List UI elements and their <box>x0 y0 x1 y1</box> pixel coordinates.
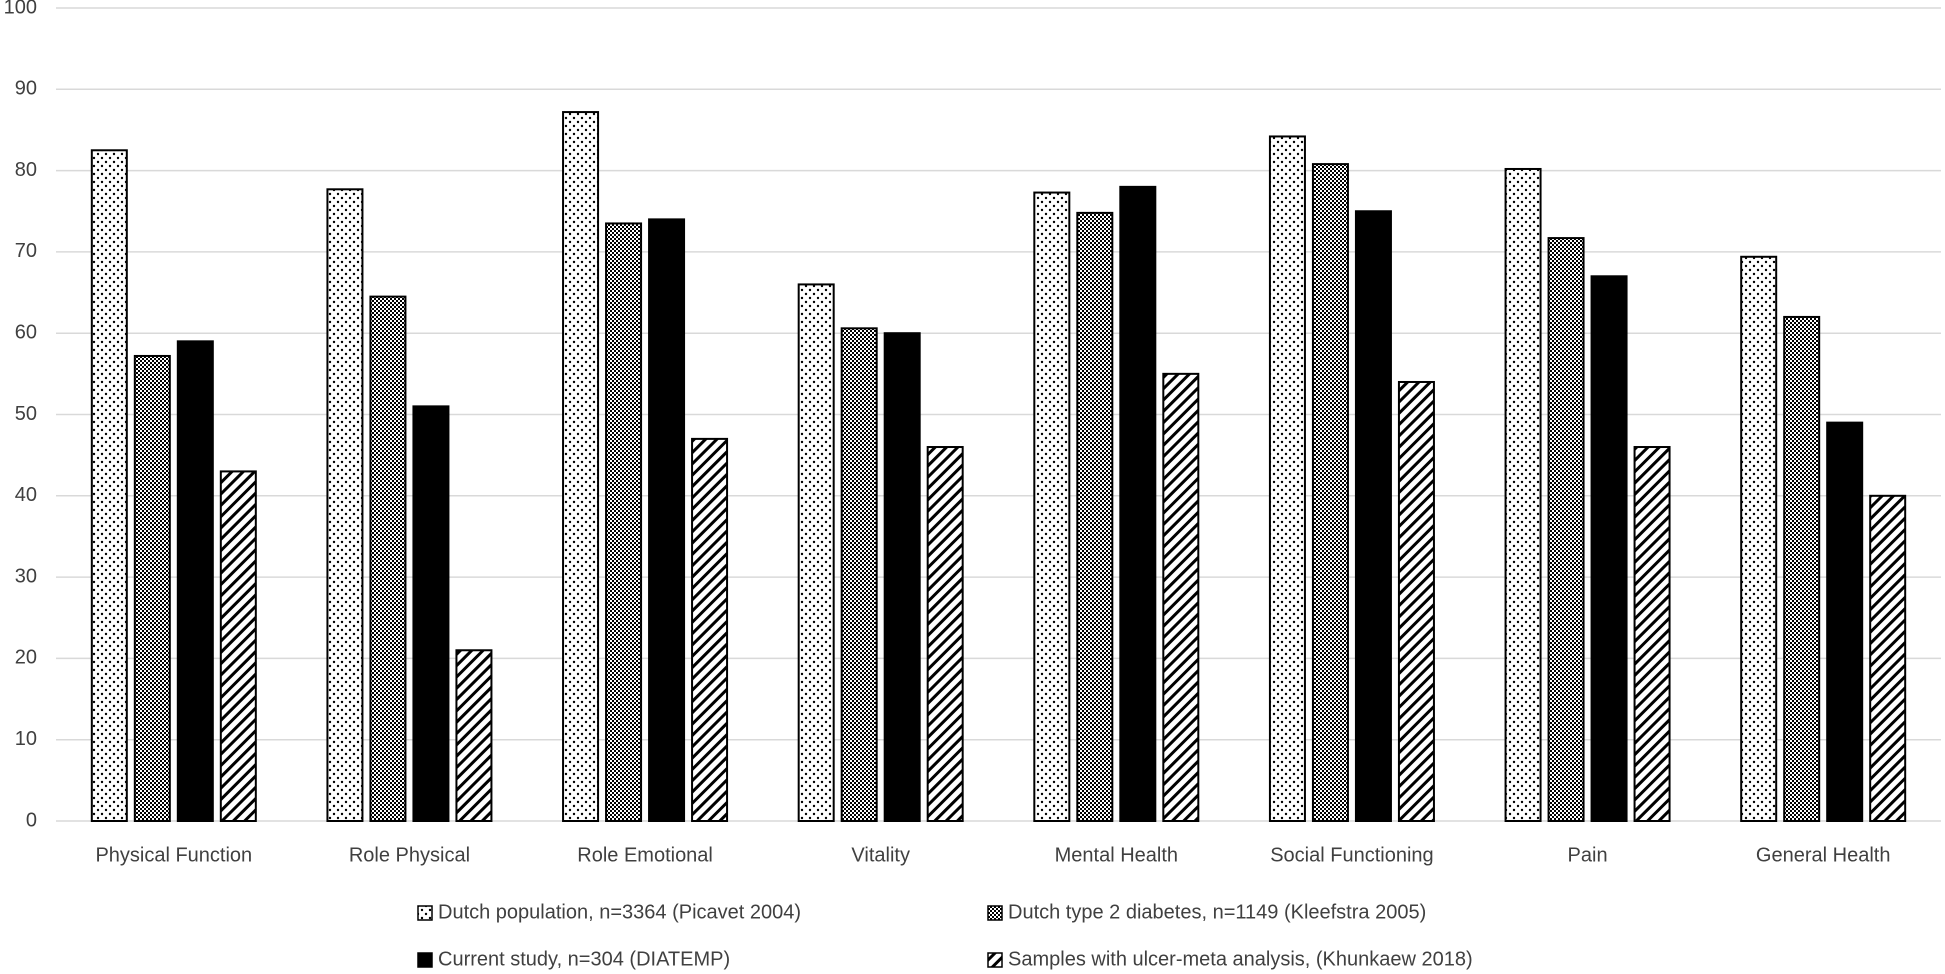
legend-label: Dutch population, n=3364 (Picavet 2004) <box>438 901 801 923</box>
y-tick-label: 80 <box>15 159 37 181</box>
bar <box>1076 211 1114 823</box>
y-tick-label: 90 <box>15 78 37 100</box>
legend-swatch <box>417 905 433 921</box>
legend-swatch <box>987 905 1003 921</box>
bar <box>797 283 835 823</box>
bar <box>1590 275 1628 823</box>
y-tick-label: 0 <box>26 809 37 831</box>
y-tick-label: 20 <box>15 647 37 669</box>
x-tick-label: General Health <box>1756 844 1891 866</box>
bar <box>1869 494 1907 822</box>
y-tick-label: 30 <box>15 565 37 587</box>
bar <box>326 188 364 822</box>
bar <box>648 218 686 822</box>
y-tick-label: 40 <box>15 484 37 506</box>
bar <box>455 649 493 823</box>
x-tick-label: Pain <box>1568 844 1608 866</box>
bar <box>412 405 450 822</box>
bar <box>1633 446 1671 822</box>
bar <box>605 222 643 822</box>
bar <box>1547 237 1585 823</box>
bar <box>562 111 600 822</box>
bar <box>1354 210 1392 822</box>
bar <box>133 354 171 822</box>
legend-swatch <box>987 952 1003 968</box>
x-tick-label: Role Physical <box>349 844 470 866</box>
bar <box>1826 421 1864 822</box>
x-tick-label: Social Functioning <box>1270 844 1433 866</box>
legend-swatch <box>417 952 433 968</box>
x-tick-label: Role Emotional <box>577 844 713 866</box>
x-tick-label: Physical Function <box>95 844 252 866</box>
bar <box>1397 380 1435 822</box>
bar <box>1162 372 1200 822</box>
x-tick-label: Mental Health <box>1055 844 1178 866</box>
y-tick-label: 70 <box>15 240 37 262</box>
bar <box>840 327 878 822</box>
legend-label: Current study, n=304 (DIATEMP) <box>438 948 730 970</box>
legend-label: Samples with ulcer-meta analysis, (Khunk… <box>1008 948 1473 970</box>
y-tick-label: 10 <box>15 728 37 750</box>
bar <box>369 295 407 822</box>
bar <box>1783 315 1821 822</box>
bar <box>176 340 214 822</box>
bar <box>1311 163 1349 822</box>
x-tick-label: Vitality <box>851 844 910 866</box>
bar <box>219 470 257 822</box>
bar <box>90 149 128 822</box>
bar <box>1740 255 1778 822</box>
bar <box>926 446 964 822</box>
bar <box>883 332 921 822</box>
legend-label: Dutch type 2 diabetes, n=1149 (Kleefstra… <box>1008 901 1426 923</box>
bar <box>1268 135 1306 823</box>
y-tick-label: 50 <box>15 403 37 425</box>
bar <box>1504 167 1542 822</box>
bar <box>1033 191 1071 822</box>
bar <box>1119 185 1157 823</box>
bar <box>691 437 729 822</box>
y-tick-label: 60 <box>15 321 37 343</box>
y-tick-label: 100 <box>4 0 37 18</box>
